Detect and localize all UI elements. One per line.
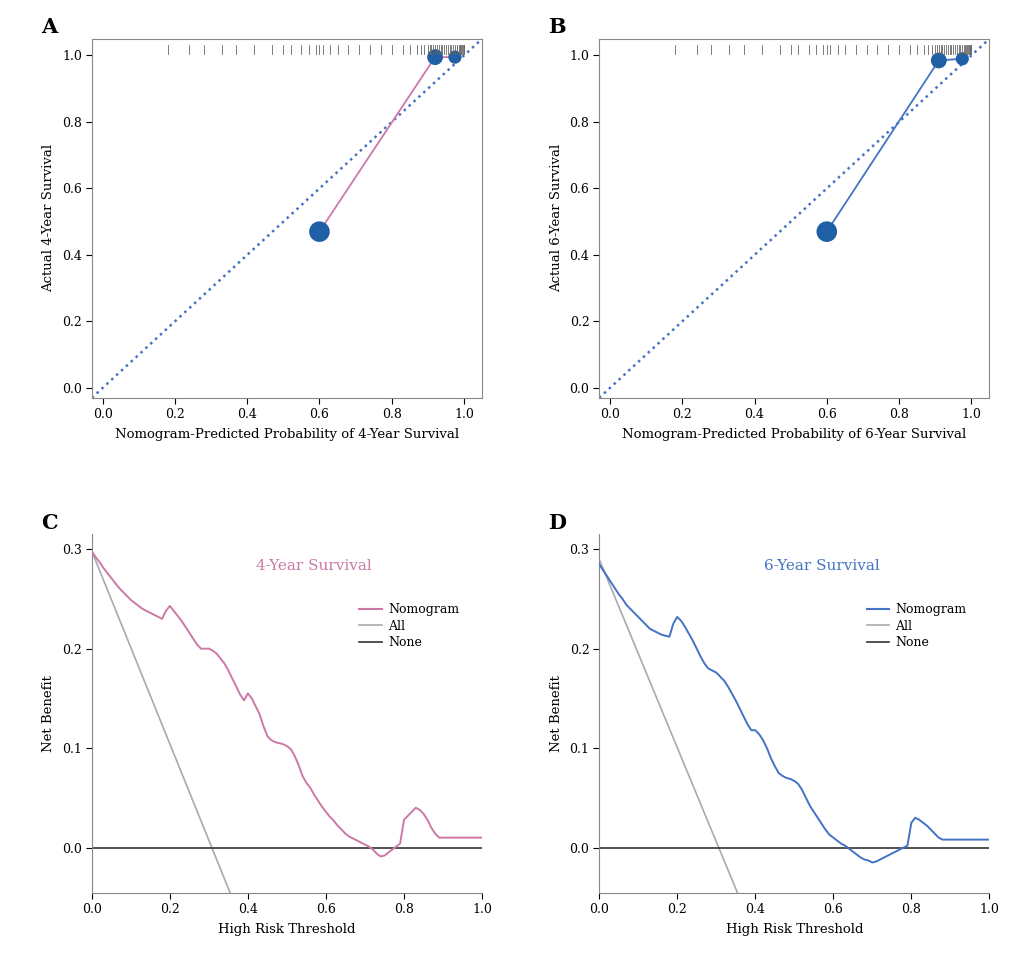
X-axis label: Nomogram-Predicted Probability of 6-Year Survival: Nomogram-Predicted Probability of 6-Year… — [622, 427, 965, 441]
Text: B: B — [548, 17, 566, 37]
Point — [311, 224, 327, 240]
Text: D: D — [548, 513, 566, 533]
Y-axis label: Actual 6-Year Survival: Actual 6-Year Survival — [549, 145, 562, 292]
Point — [446, 50, 463, 65]
Text: C: C — [41, 513, 58, 533]
Point — [427, 50, 443, 65]
Point — [929, 52, 946, 68]
Text: 4-Year Survival: 4-Year Survival — [256, 559, 372, 574]
X-axis label: Nomogram-Predicted Probability of 4-Year Survival: Nomogram-Predicted Probability of 4-Year… — [115, 427, 459, 441]
Point — [953, 51, 969, 67]
Y-axis label: Actual 4-Year Survival: Actual 4-Year Survival — [42, 145, 55, 292]
Legend: Nomogram, All, None: Nomogram, All, None — [861, 598, 970, 654]
Legend: Nomogram, All, None: Nomogram, All, None — [354, 598, 464, 654]
Y-axis label: Net Benefit: Net Benefit — [549, 676, 562, 753]
X-axis label: High Risk Threshold: High Risk Threshold — [725, 923, 862, 936]
Text: 6-Year Survival: 6-Year Survival — [763, 559, 878, 574]
Text: A: A — [41, 17, 57, 37]
Y-axis label: Net Benefit: Net Benefit — [42, 676, 55, 753]
Point — [818, 224, 835, 240]
X-axis label: High Risk Threshold: High Risk Threshold — [218, 923, 356, 936]
